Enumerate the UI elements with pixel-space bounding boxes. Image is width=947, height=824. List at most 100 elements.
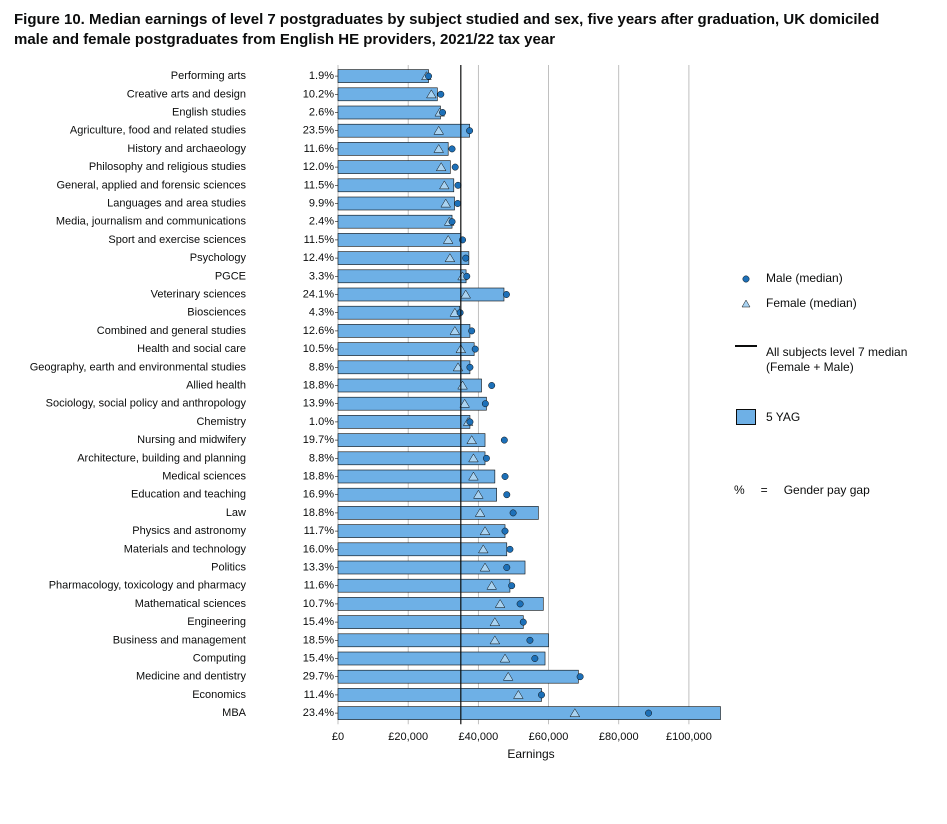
male-marker-icon [466, 128, 472, 134]
gap-label: 29.7% [303, 671, 334, 683]
gap-label: 18.8% [303, 471, 334, 483]
male-marker-icon [532, 655, 538, 661]
male-marker-icon [488, 382, 494, 388]
subject-label: Nursing and midwifery [137, 434, 246, 446]
male-marker-icon [734, 273, 758, 285]
subject-label: Education and teaching [131, 489, 246, 501]
subject-label: Chemistry [196, 416, 246, 428]
gap-label: 15.4% [303, 653, 334, 665]
gap-label: 18.8% [303, 380, 334, 392]
subject-label: Creative arts and design [127, 88, 246, 100]
subject-label: English studies [172, 107, 246, 119]
earnings-bar [338, 215, 452, 228]
gap-label: 24.1% [303, 289, 334, 301]
earnings-bar [338, 452, 485, 465]
earnings-bar [338, 688, 542, 701]
legend-bar-label: 5 YAG [766, 410, 800, 425]
gap-label: 2.4% [309, 216, 334, 228]
gap-label: 12.0% [303, 161, 334, 173]
gap-label: 15.4% [303, 616, 334, 628]
earnings-bar [338, 88, 437, 101]
gap-label: 4.3% [309, 307, 334, 319]
subject-label: Agriculture, food and related studies [70, 125, 247, 137]
legend-gap-text: Gender pay gap [784, 483, 870, 498]
gap-label: 3.3% [309, 270, 334, 282]
subject-label: Media, journalism and communications [56, 216, 247, 228]
male-marker-icon [449, 146, 455, 152]
male-marker-icon [457, 310, 463, 316]
subject-label: Physics and astronomy [132, 525, 246, 537]
earnings-bar [338, 561, 525, 574]
svg-text:£20,000: £20,000 [388, 731, 428, 743]
male-marker-icon [482, 401, 488, 407]
gap-label: 10.5% [303, 343, 334, 355]
gap-label: 23.5% [303, 125, 334, 137]
gap-label: 13.9% [303, 398, 334, 410]
male-marker-icon [467, 364, 473, 370]
svg-text:£40,000: £40,000 [458, 731, 498, 743]
subject-label: Languages and area studies [107, 198, 246, 210]
earnings-bar [338, 288, 504, 301]
male-marker-icon [464, 273, 470, 279]
male-marker-icon [463, 255, 469, 261]
legend-male-label: Male (median) [766, 271, 843, 286]
male-marker-icon [438, 91, 444, 97]
earnings-bar [338, 707, 720, 720]
gap-label: 11.7% [304, 525, 335, 537]
gap-label: 2.6% [309, 107, 334, 119]
gap-label: 13.3% [303, 562, 334, 574]
male-marker-icon [507, 546, 513, 552]
male-marker-icon [472, 346, 478, 352]
male-marker-icon [509, 583, 515, 589]
legend-gap-equals: = [761, 483, 768, 498]
subject-label: History and archaeology [127, 143, 246, 155]
male-marker-icon [503, 291, 509, 297]
male-marker-icon [483, 455, 489, 461]
male-marker-icon [452, 164, 458, 170]
male-marker-icon [502, 528, 508, 534]
gap-label: 1.9% [309, 70, 334, 82]
subject-label: Architecture, building and planning [77, 452, 246, 464]
gap-label: 8.8% [309, 361, 334, 373]
gap-label: 1.0% [309, 416, 334, 428]
gap-label: 11.6% [304, 143, 335, 155]
legend-gap-symbol: % [734, 483, 745, 498]
male-marker-icon [504, 492, 510, 498]
subject-label: Pharmacology, toxicology and pharmacy [49, 580, 247, 592]
earnings-bar [338, 124, 470, 137]
svg-text:£0: £0 [332, 731, 344, 743]
subject-label: Computing [193, 653, 246, 665]
median-line-icon [734, 345, 758, 347]
gap-label: 10.2% [303, 88, 334, 100]
subject-label: Sociology, social policy and anthropolog… [46, 398, 247, 410]
gap-label: 11.5% [304, 234, 335, 246]
subject-label: Mathematical sciences [135, 598, 247, 610]
subject-label: Philosophy and religious studies [89, 161, 247, 173]
male-marker-icon [504, 564, 510, 570]
earnings-bar [338, 179, 454, 192]
legend: Male (median) Female (median) All subjec… [734, 61, 933, 811]
subject-label: Law [226, 507, 246, 519]
subject-label: Medical sciences [162, 471, 246, 483]
male-marker-icon [501, 437, 507, 443]
gap-label: 12.4% [303, 252, 334, 264]
earnings-bar [338, 652, 545, 665]
earnings-bar [338, 415, 470, 428]
earnings-bar [338, 343, 474, 356]
subject-label: Allied health [186, 380, 246, 392]
earnings-bar [338, 597, 543, 610]
male-marker-icon [527, 637, 533, 643]
gap-label: 12.6% [303, 325, 334, 337]
legend-bar: 5 YAG [734, 409, 933, 425]
earnings-bar [338, 434, 485, 447]
chart-container: £0£20,000£40,000£60,000£80,000£100,000Ea… [14, 61, 933, 811]
male-marker-icon [517, 601, 523, 607]
female-marker-icon [734, 298, 758, 310]
male-marker-icon [502, 473, 508, 479]
gap-label: 18.8% [303, 507, 334, 519]
male-marker-icon [468, 328, 474, 334]
male-marker-icon [510, 510, 516, 516]
earnings-bar [338, 106, 440, 119]
gap-label: 16.9% [303, 489, 334, 501]
gap-label: 18.5% [303, 634, 334, 646]
